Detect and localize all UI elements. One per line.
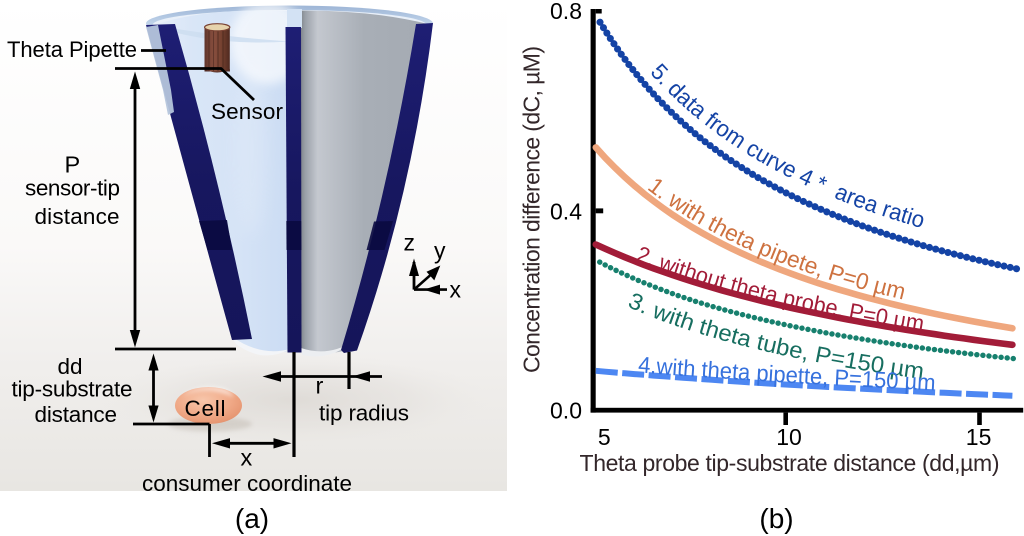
svg-text:P: P: [65, 152, 81, 178]
svg-text:y: y: [434, 238, 446, 264]
svg-text:15: 15: [966, 424, 992, 450]
svg-text:Cell: Cell: [185, 396, 226, 421]
svg-text:consumer coordinate: consumer coordinate: [142, 471, 352, 496]
svg-text:Concentration difference (dC,: Concentration difference (dC, µM): [519, 46, 545, 373]
svg-text:Theta Pipette: Theta Pipette: [7, 37, 137, 62]
svg-text:(b): (b): [759, 503, 793, 534]
svg-text:(a): (a): [235, 503, 269, 534]
svg-text:tip radius: tip radius: [319, 401, 409, 426]
svg-text:tip-substrate: tip-substrate: [12, 377, 133, 402]
svg-text:z: z: [404, 230, 416, 256]
svg-text:distance: distance: [35, 402, 118, 427]
svg-text:x: x: [450, 277, 462, 303]
svg-text:0.4: 0.4: [550, 199, 582, 225]
svg-text:0.0: 0.0: [550, 398, 582, 424]
svg-text:dd: dd: [58, 354, 83, 379]
svg-text:sensor-tip: sensor-tip: [25, 176, 120, 201]
svg-text:0.8: 0.8: [550, 0, 582, 24]
svg-text:Theta probe tip-substrate dist: Theta probe tip-substrate distance (dd,µ…: [580, 450, 1000, 476]
svg-text:x: x: [241, 445, 253, 471]
svg-text:5: 5: [598, 424, 611, 450]
svg-text:distance: distance: [35, 204, 120, 229]
svg-text:10: 10: [776, 424, 802, 450]
svg-text:r: r: [316, 373, 324, 399]
svg-text:Sensor: Sensor: [211, 99, 284, 124]
